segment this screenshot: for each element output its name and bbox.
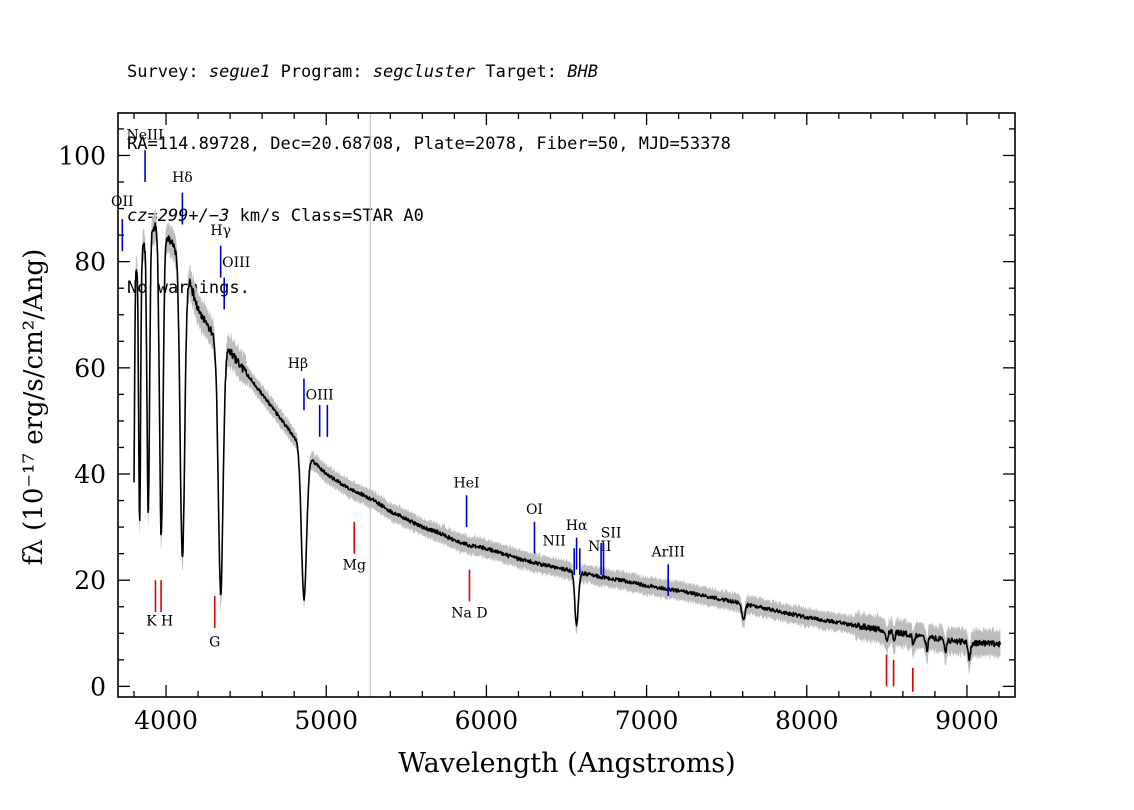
emission-line-label: Hδ bbox=[172, 170, 193, 186]
y-axis-label: fλ (10⁻¹⁷ erg/s/cm²/Ang) bbox=[19, 249, 49, 565]
program-label: Program: bbox=[280, 62, 363, 82]
y-tick-label: 0 bbox=[90, 672, 106, 701]
emission-line-label: OII bbox=[111, 194, 134, 210]
emission-line-label: NeIII bbox=[126, 128, 163, 144]
y-tick-label: 100 bbox=[58, 141, 106, 170]
y-tick-label: 20 bbox=[74, 566, 106, 595]
class-value: km/s Class=STAR A0 bbox=[239, 206, 424, 226]
plot-frame bbox=[117, 112, 1016, 698]
emission-line-label: Hα bbox=[566, 518, 588, 534]
target-label: Target: bbox=[485, 62, 557, 82]
error-band bbox=[134, 207, 1001, 675]
x-tick-label: 9000 bbox=[935, 706, 999, 735]
program-value: segcluster bbox=[372, 62, 476, 82]
error-band-layer bbox=[134, 207, 1001, 675]
emission-line-label: Hγ bbox=[210, 223, 231, 239]
spectrum-layer bbox=[133, 222, 1002, 662]
x-tick-label: 8000 bbox=[775, 706, 839, 735]
header-line-1: Survey: segue1 Program: segcluster Targe… bbox=[127, 60, 731, 84]
line-id-layer: OIINeIIIHδHγOIIIHβOIIIHeIOINIIHαNIISIIAr… bbox=[111, 128, 914, 692]
x-tick-label: 7000 bbox=[615, 706, 679, 735]
x-tick-label: 6000 bbox=[455, 706, 519, 735]
emission-line-label: HeI bbox=[454, 475, 480, 491]
x-tick-label: 4000 bbox=[134, 706, 198, 735]
emission-line-label: SII bbox=[601, 526, 622, 542]
y-tick-label: 80 bbox=[74, 248, 106, 277]
plot-frame-layer bbox=[117, 112, 1016, 698]
absorption-line-label: Mg bbox=[343, 558, 366, 574]
ticks-layer: 4000 5000 6000 7000 8000 9000 0 20 40 60 80 100 bbox=[58, 113, 1015, 735]
absorption-line-label: G bbox=[209, 635, 220, 651]
emission-line-label: Hβ bbox=[288, 356, 308, 372]
y-tick-label: 60 bbox=[74, 354, 106, 383]
x-axis-label: Wavelength (Angstroms) bbox=[398, 748, 735, 779]
spectrum-line bbox=[133, 222, 1002, 662]
survey-value: segue1 bbox=[208, 62, 271, 82]
x-tick-label: 5000 bbox=[294, 706, 358, 735]
emission-line-label: OIII bbox=[306, 388, 334, 404]
emission-line-label: OI bbox=[526, 502, 543, 518]
survey-label: Survey: bbox=[127, 62, 199, 82]
axis-label-layer: Wavelength (Angstroms) fλ (10⁻¹⁷ erg/s/c… bbox=[19, 249, 736, 779]
absorption-line-label: K bbox=[146, 613, 157, 629]
emission-line-label: NII bbox=[588, 539, 611, 555]
emission-line-label: ArIII bbox=[651, 544, 685, 560]
target-value: BHB bbox=[567, 62, 598, 82]
y-tick-label: 40 bbox=[74, 460, 106, 489]
absorption-line-label: Na D bbox=[451, 605, 487, 621]
absorption-line-label: H bbox=[161, 613, 173, 629]
emission-line-label: OIII bbox=[222, 255, 250, 271]
emission-line-label: NII bbox=[543, 534, 566, 550]
